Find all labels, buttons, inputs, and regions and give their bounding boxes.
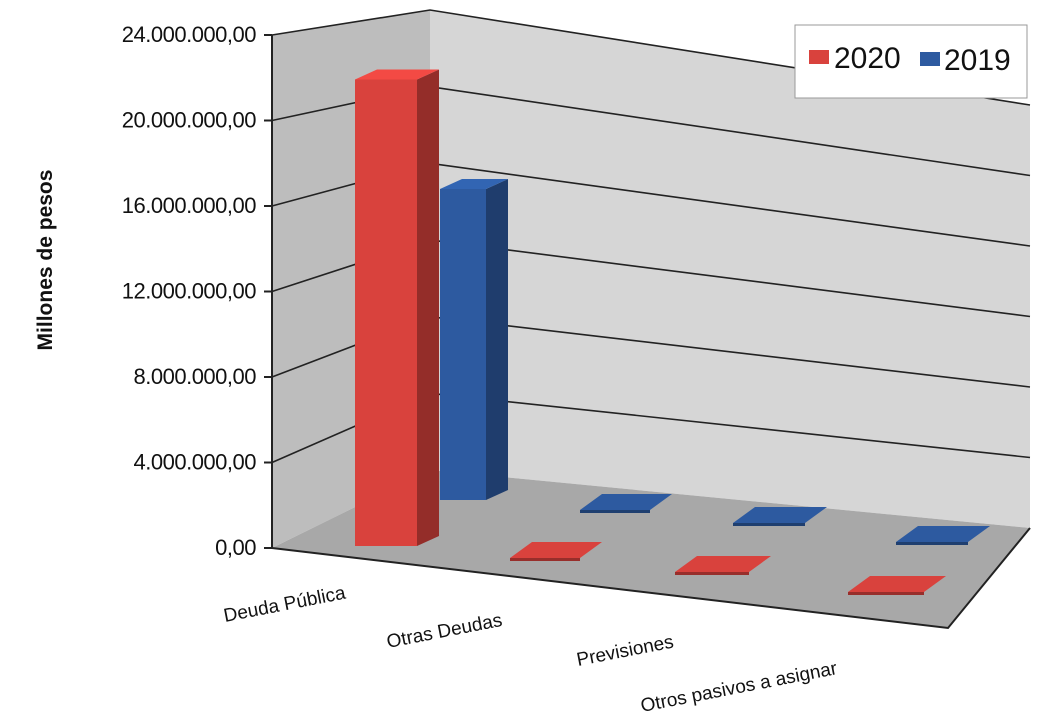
- x-category-label: Deuda Pública: [222, 583, 348, 627]
- bar-2019-3: [896, 526, 990, 545]
- y-tick-label: 0,00: [215, 535, 256, 560]
- bar-top-face: [440, 178, 508, 189]
- bar-side-face: [417, 69, 439, 546]
- bar-2019-2: [733, 507, 827, 526]
- bar-top-face: [675, 556, 771, 572]
- y-tick-label: 4.000.000,00: [134, 450, 257, 475]
- bar-front-face: [896, 542, 968, 545]
- legend-swatch-2019: [920, 52, 940, 66]
- bar-front-face: [440, 188, 486, 500]
- bar-front-face: [510, 558, 580, 561]
- bar-side-face: [486, 178, 508, 500]
- bar-2020-2: [675, 556, 771, 575]
- legend: 2020 2019: [794, 24, 1028, 99]
- y-tick-label: 16.000.000,00: [122, 193, 256, 218]
- bar-2020-0: [355, 69, 439, 546]
- bar-2020-3: [848, 576, 946, 595]
- legend-label-2019: 2019: [944, 44, 1011, 77]
- chart-floor: [272, 470, 1030, 628]
- x-category-label: Previsiones: [575, 632, 675, 671]
- bar-front-face: [580, 510, 650, 513]
- y-tick-label: 12.000.000,00: [122, 279, 256, 304]
- bar-top-face: [848, 576, 946, 592]
- bar-front-face: [848, 592, 924, 595]
- x-category-label: Otras Deudas: [385, 610, 504, 653]
- bar-2019-0: [440, 178, 508, 500]
- bar-top-face: [580, 494, 672, 510]
- y-tick-label: 8.000.000,00: [134, 364, 257, 389]
- bar-2019-1: [580, 494, 672, 513]
- bar-front-face: [733, 523, 805, 526]
- legend-swatch-2020: [809, 50, 829, 64]
- bar-2020-1: [510, 542, 602, 561]
- bar-front-face: [675, 572, 749, 575]
- bar-top-face: [733, 507, 827, 523]
- floor-edge: [271, 527, 1031, 630]
- back-wall: [430, 10, 1030, 528]
- legend-label-2020: 2020: [834, 42, 901, 75]
- bar-top-face: [510, 542, 602, 558]
- y-axis-title: Millones de pesos: [34, 170, 57, 351]
- y-tick-label: 20.000.000,00: [122, 108, 256, 133]
- x-category-label: Otros pasivos a asignar: [639, 658, 840, 717]
- legend-box: [794, 24, 1028, 99]
- y-tick-label: 24.000.000,00: [122, 22, 256, 47]
- bar-top-face: [896, 526, 990, 542]
- bar-top-face: [355, 69, 439, 80]
- bar-front-face: [355, 79, 417, 546]
